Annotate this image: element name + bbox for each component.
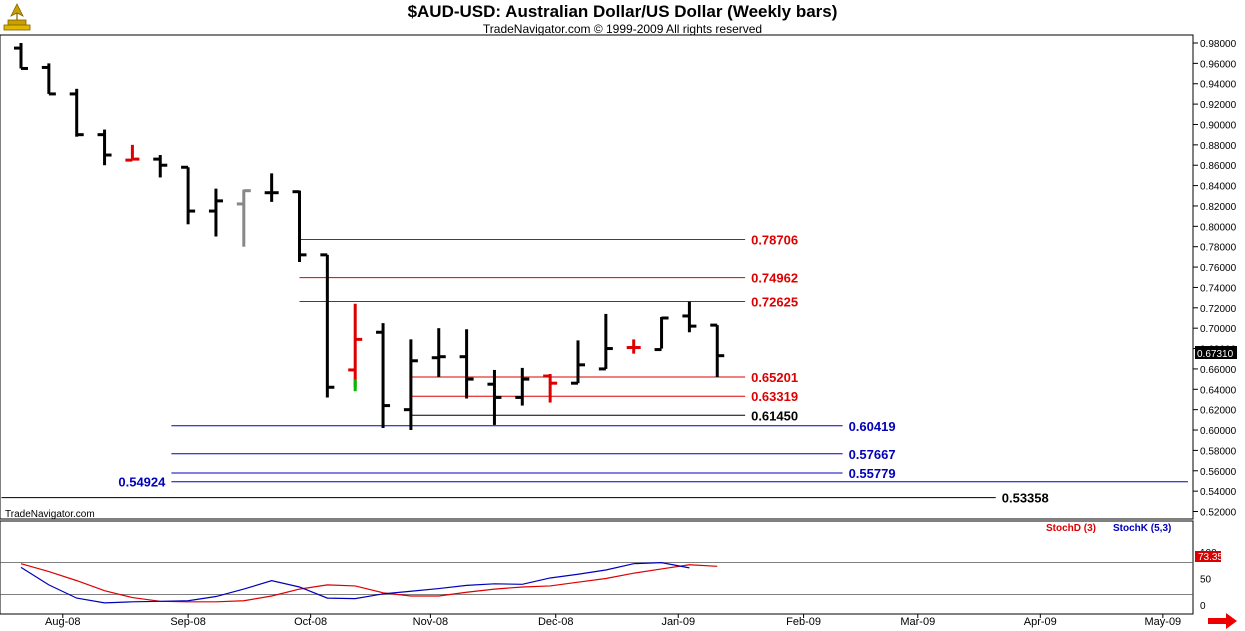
price-bars (14, 43, 725, 431)
price-tick-label: 0.76000 (1200, 263, 1237, 274)
price-tick-label: 0.72000 (1200, 304, 1237, 315)
price-bar (598, 313, 613, 371)
price-bar (348, 303, 363, 388)
price-bar (376, 323, 391, 428)
price-tick-label: 0.56000 (1200, 467, 1237, 478)
level-label: 0.57667 (849, 447, 896, 462)
price-tick-label: 0.82000 (1200, 202, 1237, 213)
time-tick-label: Apr-09 (1024, 616, 1057, 628)
price-tick-label: 0.88000 (1200, 141, 1237, 152)
price-bar (459, 329, 474, 399)
price-tick-label: 0.84000 (1200, 182, 1237, 193)
time-tick-label: Sep-08 (170, 616, 205, 628)
time-tick-label: Mar-09 (900, 616, 935, 628)
stoch-last-label: 73.35 (1198, 552, 1223, 563)
time-axis: Aug-08 Sep-08 Oct-08 Nov-08 Dec-08 Jan-09 Feb-… (45, 614, 1181, 628)
level-label: 0.60419 (849, 419, 896, 434)
price-bar (125, 144, 140, 162)
price-bar (320, 253, 335, 398)
stoch-series-line (20, 561, 690, 604)
time-tick-label: Oct-08 (294, 616, 327, 628)
price-bar (654, 316, 669, 352)
time-tick-label: Jan-09 (661, 616, 695, 628)
price-bar (292, 190, 307, 262)
chart-subtitle: TradeNavigator.com © 1999-2009 All right… (482, 22, 763, 36)
level-label: 0.61450 (751, 408, 798, 423)
stochastic-panel: 100500 (0, 548, 1217, 612)
level-label: 0.54924 (118, 475, 166, 490)
level-label: 0.65201 (751, 370, 798, 385)
chart-title: $AUD-USD: Australian Dollar/US Dollar (W… (407, 2, 838, 21)
price-tick-label: 0.80000 (1200, 222, 1237, 233)
level-label: 0.78706 (751, 233, 798, 248)
last-price-box (1195, 346, 1237, 359)
level-label: 0.55779 (849, 466, 896, 481)
price-tick-label: 0.54000 (1200, 487, 1237, 498)
stoch-last-box (1195, 551, 1221, 562)
time-tick-label: May-09 (1145, 616, 1182, 628)
price-bar (710, 323, 725, 378)
price-tick-label: 0.60000 (1200, 426, 1237, 437)
price-tick-label: 0.66000 (1200, 365, 1237, 376)
stoch-panel-frame (0, 520, 1194, 615)
price-bar (181, 165, 196, 225)
price-tick-label: 0.64000 (1200, 385, 1237, 396)
level-label: 0.72625 (751, 294, 798, 309)
price-bar (41, 63, 56, 96)
price-bar (97, 129, 112, 166)
price-tick-label: 0.62000 (1200, 406, 1237, 417)
price-bar (682, 301, 697, 333)
stoch-d-legend: StochD (3) (1046, 523, 1096, 534)
price-bar (431, 328, 446, 378)
time-tick-label: Nov-08 (413, 616, 448, 628)
price-tick-label: 0.98000 (1200, 39, 1237, 50)
time-tick-label: Aug-08 (45, 616, 80, 628)
trade-navigator-logo-icon (3, 3, 31, 31)
price-bar (14, 43, 28, 70)
scroll-right-arrow-icon[interactable] (1208, 613, 1238, 629)
price-bar (208, 188, 223, 237)
watermark: TradeNavigator.com (5, 509, 95, 520)
price-tick-label: 0.78000 (1200, 243, 1237, 254)
price-tick-label: 0.90000 (1200, 120, 1237, 131)
price-tick-label: 0.52000 (1200, 508, 1237, 519)
price-axis: 0.98000 0.96000 0.94000 0.92000 0.90000 0.880… (1193, 39, 1237, 519)
stoch-series-line (20, 563, 718, 603)
stoch-tick-label: 0 (1200, 601, 1206, 612)
price-tick-label: 0.94000 (1200, 80, 1237, 91)
price-panel-frame (0, 34, 1194, 520)
price-bar (543, 374, 558, 403)
stoch-tick-label: 50 (1200, 575, 1212, 586)
price-bar (153, 155, 168, 178)
level-label: 0.53358 (1002, 491, 1049, 506)
price-tick-label: 0.96000 (1200, 59, 1237, 70)
price-bar (403, 339, 418, 431)
price-tick-label: 0.86000 (1200, 161, 1237, 172)
level-label: 0.74962 (751, 271, 798, 286)
price-bar (515, 367, 530, 406)
level-label: 0.63319 (751, 389, 798, 404)
price-bar (236, 189, 251, 247)
stoch-k-legend: StochK (5,3) (1113, 523, 1171, 534)
price-bar (69, 88, 84, 137)
price-bar (626, 339, 641, 354)
last-price-label: 0.67310 (1197, 349, 1234, 360)
time-tick-label: Feb-09 (786, 616, 821, 628)
time-tick-label: Dec-08 (538, 616, 573, 628)
price-bar (571, 340, 585, 385)
price-bar (487, 369, 502, 425)
price-tick-label: 0.92000 (1200, 100, 1237, 111)
price-tick-label: 0.70000 (1200, 324, 1237, 335)
price-tick-label: 0.58000 (1200, 446, 1237, 457)
levels: 0.78706 0.74962 0.72625 0.65201 0.63319 0.614… (1, 233, 1188, 506)
price-tick-label: 0.74000 (1200, 283, 1237, 294)
price-bar (264, 173, 279, 202)
